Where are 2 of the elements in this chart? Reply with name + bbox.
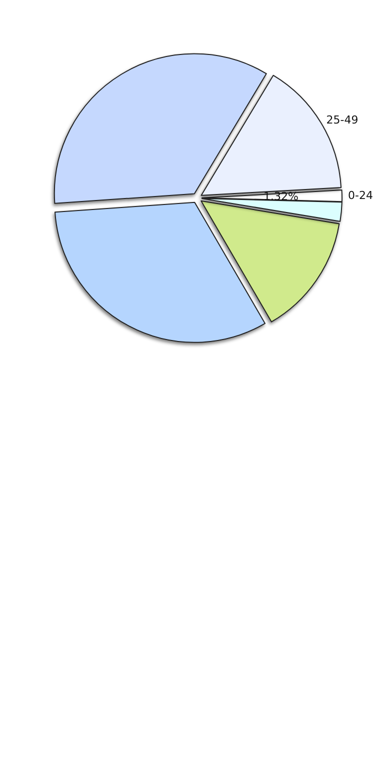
slice-label: 25-49	[326, 113, 358, 126]
slice-label: 0-24	[348, 189, 373, 202]
